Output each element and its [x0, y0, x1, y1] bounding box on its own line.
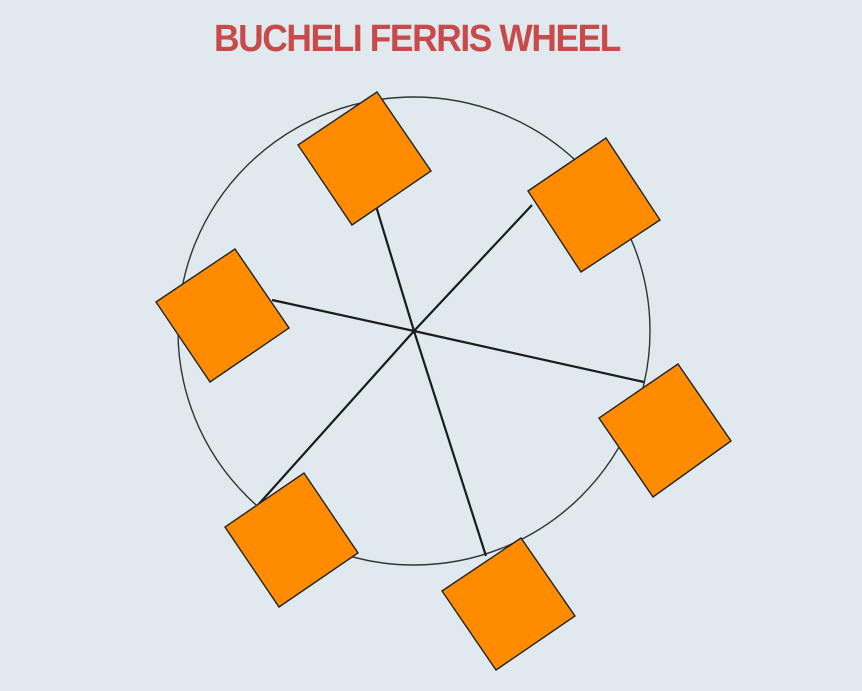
spoke — [413, 204, 533, 332]
page-title: BUCHELI FERRIS WHEEL — [214, 18, 621, 60]
spoke — [257, 330, 415, 506]
cabin — [598, 363, 732, 498]
cabin[interactable] — [441, 537, 576, 671]
wheel-spokes — [257, 204, 645, 557]
cabin[interactable] — [297, 91, 432, 226]
spoke — [413, 329, 645, 384]
spoke — [374, 205, 416, 332]
cabin[interactable] — [155, 248, 290, 383]
cabin[interactable] — [527, 137, 661, 273]
spoke — [412, 330, 488, 557]
cabins — [155, 91, 732, 671]
cabin[interactable] — [224, 472, 359, 608]
spoke — [271, 298, 415, 333]
